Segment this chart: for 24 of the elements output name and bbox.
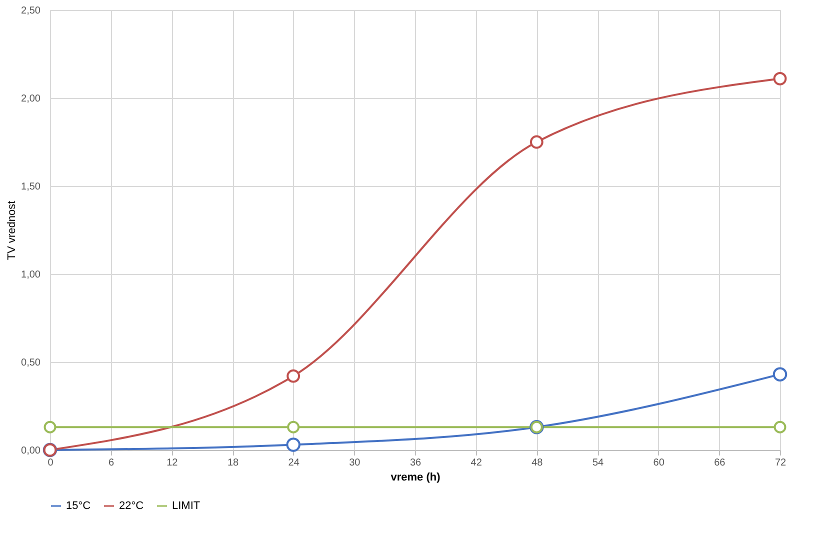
x-tick-label: 60 bbox=[653, 458, 665, 468]
x-tick-label: 72 bbox=[774, 458, 786, 468]
y-tick-label: 2,50 bbox=[21, 6, 41, 16]
y-tick-label: 1,00 bbox=[21, 270, 41, 280]
x-tick-label: 6 bbox=[108, 458, 115, 468]
legend-label: LIMIT bbox=[172, 500, 200, 512]
y-tick-label: 1,50 bbox=[21, 182, 41, 192]
y-tick-label: 0,50 bbox=[21, 358, 41, 368]
x-tick-label: 54 bbox=[592, 458, 604, 468]
x-tick-label: 0 bbox=[48, 458, 54, 468]
x-tick-label: 36 bbox=[410, 458, 422, 468]
x-tick-label: 30 bbox=[349, 458, 361, 468]
legend-label: 22°C bbox=[119, 500, 144, 512]
x-tick-label: 42 bbox=[470, 458, 482, 468]
y-axis-title: TV vrednost bbox=[6, 200, 18, 260]
x-tick-label: 18 bbox=[227, 458, 239, 468]
x-axis-title: vreme (h) bbox=[390, 472, 441, 484]
x-tick-label: 48 bbox=[532, 458, 544, 468]
x-tick-label: 24 bbox=[288, 458, 300, 468]
y-tick-label: 2,00 bbox=[21, 94, 41, 104]
x-tick-label: 66 bbox=[714, 458, 726, 468]
y-tick-label: 0,00 bbox=[21, 446, 41, 456]
legend-label: 15°C bbox=[66, 500, 91, 512]
x-tick-label: 12 bbox=[166, 458, 178, 468]
